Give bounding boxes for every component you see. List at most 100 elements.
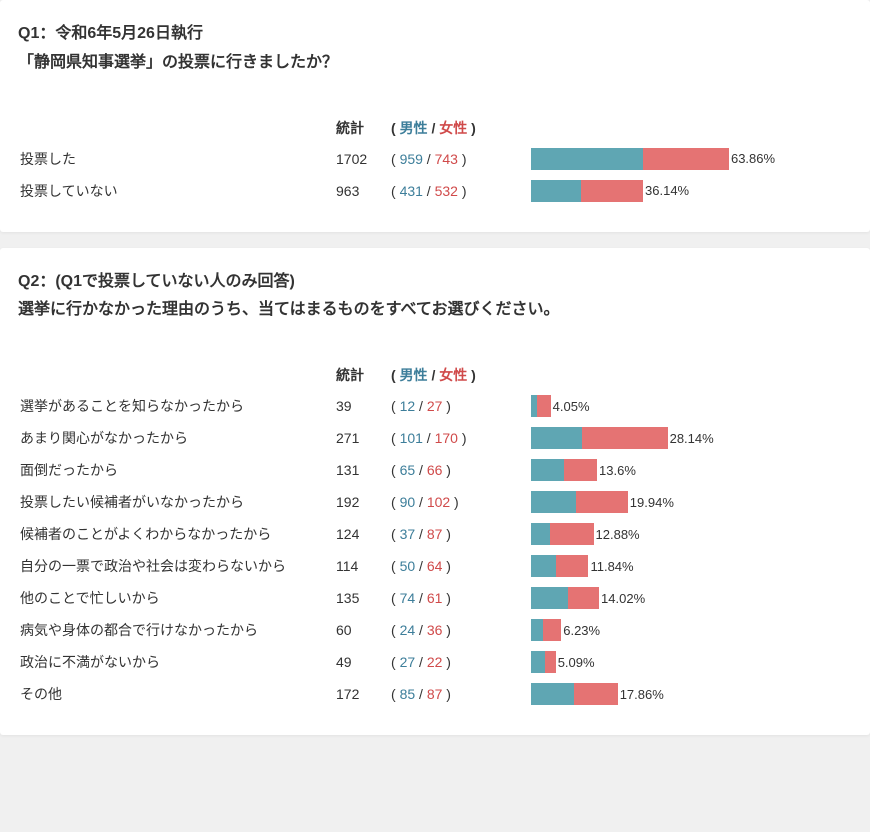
row-pct: 5.09% [558, 655, 595, 670]
female-value: 743 [435, 151, 458, 167]
male-value: 50 [400, 558, 416, 574]
row-bar-wrap: 17.86% [531, 683, 852, 705]
data-row: 投票したい候補者がいなかったから192( 90 / 102 )19.94% [18, 491, 852, 513]
row-total: 114 [336, 558, 391, 574]
data-row: その他172( 85 / 87 )17.86% [18, 683, 852, 705]
stacked-bar [531, 395, 551, 417]
row-pct: 12.88% [596, 527, 640, 542]
data-row: 選挙があることを知らなかったから39( 12 / 27 )4.05% [18, 395, 852, 417]
bar-male-segment [531, 148, 643, 170]
data-row: 投票していない963( 431 / 532 )36.14% [18, 180, 852, 202]
bar-male-segment [531, 427, 582, 449]
bar-male-segment [531, 587, 568, 609]
row-gender: ( 959 / 743 ) [391, 151, 531, 167]
row-label: 自分の一票で政治や社会は変わらないから [18, 556, 336, 576]
male-value: 男性 [400, 367, 428, 383]
row-label: 政治に不満がないから [18, 652, 336, 672]
row-label: 選挙があることを知らなかったから [18, 396, 336, 416]
row-total: 192 [336, 494, 391, 510]
male-value: 男性 [400, 120, 428, 136]
q2-title: Q2：(Q1で投票していない人のみ回答)選挙に行かなかった理由のうち、当てはまる… [18, 268, 852, 326]
title-line1: Q2：(Q1で投票していない人のみ回答) [18, 273, 295, 290]
stacked-bar [531, 491, 628, 513]
row-label: 面倒だったから [18, 460, 336, 480]
male-value: 65 [400, 462, 416, 478]
q1-title: Q1：令和6年5月26日執行「静岡県知事選挙」の投票に行きましたか？ [18, 20, 852, 78]
row-bar-wrap: 14.02% [531, 587, 852, 609]
row-pct: 13.6% [599, 463, 636, 478]
stacked-bar [531, 683, 618, 705]
row-gender: ( 12 / 27 ) [391, 398, 531, 414]
data-row: 自分の一票で政治や社会は変わらないから114( 50 / 64 ) 11.84% [18, 555, 852, 577]
column-header-row: 統計( 男性 / 女性 ) [18, 365, 852, 385]
bar-female-segment [556, 555, 588, 577]
data-row: 政治に不満がないから49( 27 / 22 ) 5.09% [18, 651, 852, 673]
bar-male-segment [531, 523, 550, 545]
female-value: 36 [427, 622, 443, 638]
female-value: 102 [427, 494, 450, 510]
row-bar-wrap: 12.88% [531, 523, 852, 545]
row-gender: ( 74 / 61 ) [391, 590, 531, 606]
stacked-bar [531, 651, 556, 673]
bar-female-segment [643, 148, 729, 170]
female-value: 女性 [439, 120, 467, 136]
row-bar-wrap: 5.09% [531, 651, 852, 673]
female-value: 87 [427, 526, 443, 542]
q2-card: Q2：(Q1で投票していない人のみ回答)選挙に行かなかった理由のうち、当てはまる… [0, 248, 870, 736]
stacked-bar [531, 427, 668, 449]
row-pct: 14.02% [601, 591, 645, 606]
male-value: 959 [400, 151, 423, 167]
bar-male-segment [531, 180, 581, 202]
data-row: 面倒だったから131( 65 / 66 )13.6% [18, 459, 852, 481]
bar-female-segment [576, 491, 627, 513]
bar-female-segment [581, 180, 643, 202]
title-line1: Q1：令和6年5月26日執行 [18, 25, 203, 42]
row-pct: 63.86% [731, 151, 775, 166]
bar-male-segment [531, 491, 576, 513]
bar-male-segment [531, 459, 564, 481]
row-total: 271 [336, 430, 391, 446]
row-bar-wrap: 36.14% [531, 180, 852, 202]
row-gender: ( 24 / 36 ) [391, 622, 531, 638]
col-gender-header: ( 男性 / 女性 ) [391, 365, 531, 385]
bar-female-segment [568, 587, 599, 609]
col-gender-header: ( 男性 / 女性 ) [391, 118, 531, 138]
male-value: 27 [400, 654, 416, 670]
stacked-bar [531, 523, 594, 545]
female-value: 66 [427, 462, 443, 478]
row-bar-wrap: 13.6% [531, 459, 852, 481]
male-value: 37 [400, 526, 416, 542]
row-pct: 11.84% [590, 559, 633, 574]
data-row: 他のことで忙しいから135( 74 / 61 )14.02% [18, 587, 852, 609]
row-gender: ( 431 / 532 ) [391, 183, 531, 199]
col-total-header: 統計 [336, 365, 391, 385]
female-value: 27 [427, 398, 443, 414]
row-total: 60 [336, 622, 391, 638]
row-total: 39 [336, 398, 391, 414]
row-gender: ( 90 / 102 ) [391, 494, 531, 510]
row-label: 投票したい候補者がいなかったから [18, 492, 336, 512]
row-label: 投票していない [18, 181, 336, 201]
row-total: 49 [336, 654, 391, 670]
female-value: 170 [435, 430, 458, 446]
data-row: 投票した1702( 959 / 743 )63.86% [18, 148, 852, 170]
male-value: 85 [400, 686, 416, 702]
stacked-bar [531, 180, 643, 202]
row-gender: ( 65 / 66 ) [391, 462, 531, 478]
title-line2: 「静岡県知事選挙」の投票に行きましたか？ [18, 54, 338, 71]
row-label: 病気や身体の都合で行けなかったから [18, 620, 336, 640]
data-row: 病気や身体の都合で行けなかったから60( 24 / 36 )6.23% [18, 619, 852, 641]
male-value: 101 [400, 430, 423, 446]
row-gender: ( 27 / 22 ) [391, 654, 531, 670]
bar-female-segment [545, 651, 556, 673]
bar-female-segment [582, 427, 668, 449]
row-gender: ( 50 / 64 ) [391, 558, 531, 574]
female-value: 64 [427, 558, 443, 574]
female-value: 61 [427, 590, 443, 606]
bar-male-segment [531, 555, 556, 577]
male-value: 431 [400, 183, 423, 199]
data-row: 候補者のことがよくわからなかったから124( 37 / 87 )12.88% [18, 523, 852, 545]
row-pct: 17.86% [620, 687, 664, 702]
bar-female-segment [550, 523, 594, 545]
row-total: 172 [336, 686, 391, 702]
